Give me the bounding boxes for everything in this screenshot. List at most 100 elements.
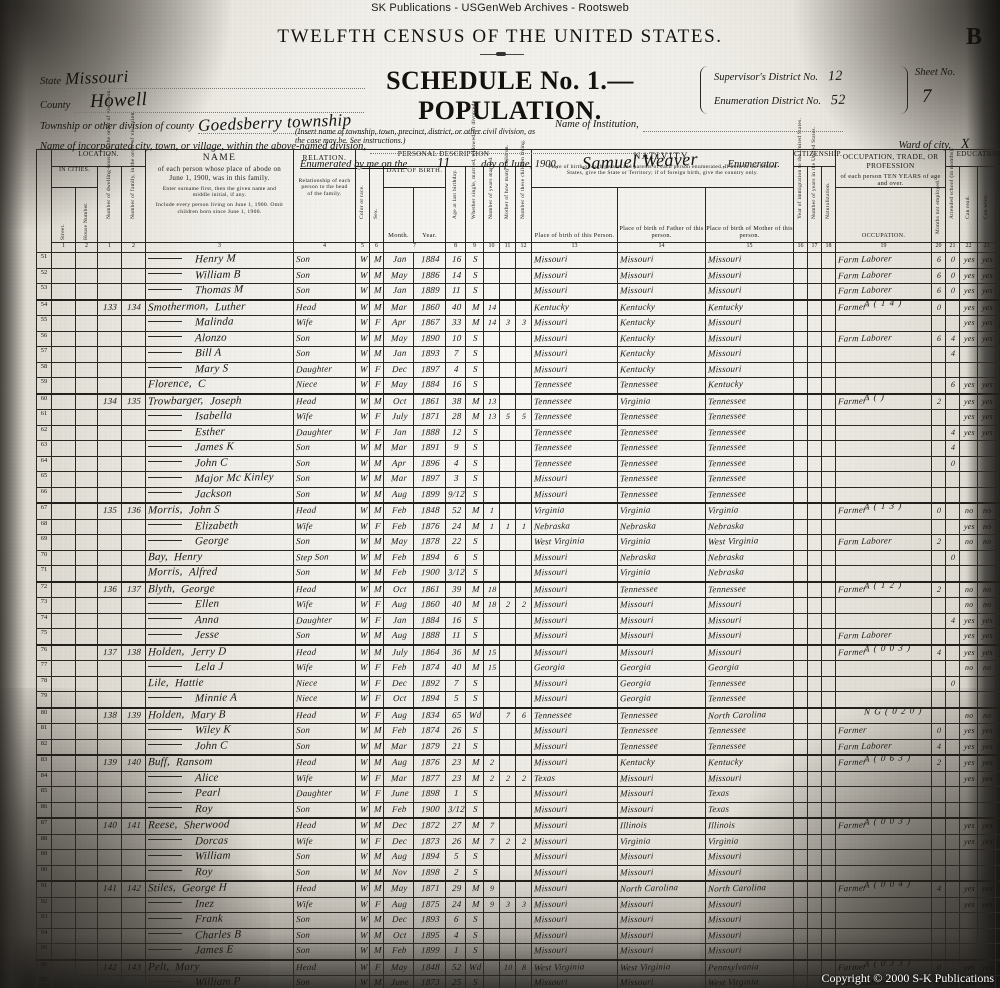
cell-birth-year: 1861 — [413, 392, 446, 410]
cell-color: W — [355, 975, 370, 988]
table-row[interactable]: 92 Inez Wife W F Aug 1875 24 M 9 3 3 Missouri Missour… — [36, 896, 1000, 913]
supervisor-value[interactable]: 12 — [827, 68, 844, 85]
table-row[interactable]: 59 Florence, C Niece W F May 1884 16 S Tennessee Te… — [36, 377, 1000, 394]
cell-birthplace-self: Missouri — [531, 786, 619, 803]
cell-age: 65 — [445, 706, 466, 724]
cell-given-name: Pearl — [194, 786, 221, 800]
table-row[interactable]: 77 Lela J Wife W F Feb 1874 40 M 15 Georgia Georgia… — [36, 660, 1000, 677]
table-row[interactable]: 78 Lile, Hattie Niece W F Dec 1892 7 S Missouri Geo… — [36, 675, 1000, 692]
table-row[interactable]: 53 Thomas M Son W M Jan 1889 11 S Missouri Missour… — [36, 283, 1000, 300]
table-row[interactable]: 75 Jesse Son W M Aug 1888 11 S Missouri Missouri Mi… — [36, 628, 1000, 645]
enumerated-day[interactable]: 11 — [437, 155, 452, 172]
table-row[interactable]: 81 Wiley K Son W M Feb 1874 26 S Missouri Tennesse… — [36, 723, 1000, 740]
cell-months-not-employed: 0 — [931, 502, 947, 520]
ditto-dash-icon — [148, 539, 182, 541]
table-row[interactable]: 87 140 141 Reese, Sherwood Head W M Dec 1872 27 M 7 M… — [36, 817, 1000, 835]
table-row[interactable]: 93 Frank Son W M Dec 1893 6 S Missouri Missouri Mis… — [36, 912, 1000, 929]
row-line-number-left: 96 — [36, 958, 52, 976]
table-row[interactable]: 84 Alice Wife W F Mar 1877 23 M 2 2 2 Texas Missouri M… — [36, 770, 1000, 787]
table-row[interactable]: 95 James E Son W M Feb 1899 1 S Missouri Missouri M… — [36, 943, 1000, 960]
state-value[interactable]: Missouri — [64, 66, 129, 89]
table-row[interactable]: 56 Alonzo Son W M May 1890 10 S Missouri Kentucky M… — [36, 330, 1000, 347]
cell-sex: F — [369, 518, 384, 535]
cell-can-read: yes — [959, 723, 979, 740]
county-value[interactable]: Howell — [89, 88, 149, 113]
cell-color: W — [355, 597, 370, 614]
table-row[interactable]: 67 135 136 Morris, John S Head W M Feb 1848 52 M 1 Vi… — [36, 502, 1000, 520]
cell-occupation — [835, 896, 933, 913]
cell-name: William P — [145, 975, 294, 988]
header-children-living: Number of these children living. — [514, 139, 533, 243]
table-row[interactable]: 82 John C Son W M Mar 1879 21 S Missouri Tennessee… — [36, 738, 1000, 756]
table-row[interactable]: 76 137 138 Holden, Jerry D Head W M July 1864 36 M 1… — [36, 643, 1000, 661]
cell-years-in-us — [807, 409, 823, 426]
table-row[interactable]: 52 William B Son W M May 1886 14 S Missouri Missou… — [36, 267, 1000, 284]
table-row[interactable]: 63 James K Son W M Mar 1891 9 S Tennessee Tennesse… — [36, 440, 1000, 457]
table-row[interactable]: 86 Roy Son W M Feb 1900 3/12 S Missouri Missouri Te… — [36, 801, 1000, 819]
cell-house-number — [75, 518, 98, 535]
table-row[interactable]: 68 Elizabeth Wife W F Feb 1876 24 M 1 1 1 Nebraska Ne… — [36, 518, 1000, 535]
cell-can-speak-english: yes — [995, 315, 1000, 332]
cell-street — [51, 549, 76, 566]
table-row[interactable]: 73 Ellen Wife W F Aug 1860 40 M 18 2 2 Missouri Misso… — [36, 597, 1000, 614]
supervisor-label: Supervisor's District No. — [714, 72, 819, 83]
table-row[interactable]: 91 141 142 Stiles, George H Head W M May 1871 29 M 9… — [36, 880, 1000, 898]
cell-name: Inez — [145, 896, 294, 913]
sheet-value[interactable]: 7 — [921, 85, 933, 108]
cell-can-speak-english — [995, 801, 1000, 819]
cell-age: 52 — [445, 502, 466, 520]
enumerator-signature[interactable]: Samuel Weaver — [581, 148, 699, 174]
table-row[interactable]: 66 Jackson Son W M Aug 1899 9/12 S Missouri Tennes… — [36, 486, 1000, 504]
table-row[interactable]: 62 Esther Daughter W F Jan 1888 12 S Tennessee Ten… — [36, 424, 1000, 441]
cell-can-write — [977, 361, 997, 378]
table-row[interactable]: 65 Major Mc Kinley Son W M Mar 1897 3 S Missouri T… — [36, 471, 1000, 488]
table-row[interactable]: 74 Anna Daughter W F Jan 1884 16 S Missouri Missou… — [36, 612, 1000, 629]
cell-attended-school: 4 — [945, 440, 961, 457]
cell-color: W — [355, 534, 370, 551]
ward-value[interactable]: X — [960, 136, 971, 153]
enumeration-value[interactable]: 52 — [830, 92, 847, 109]
table-row[interactable]: 51 Henry M Son W M Jan 1884 16 S Missouri Missouri… — [36, 252, 1000, 269]
table-row[interactable]: 89 William Son W M Aug 1894 5 S Missouri Missouri M… — [36, 849, 1000, 866]
cell-given-name: Joseph — [209, 394, 242, 407]
table-row[interactable]: 61 Isabella Wife W F July 1871 28 M 13 5 5 Tennessee… — [36, 409, 1000, 426]
table-row[interactable]: 83 139 140 Buff, Ransom Head W M Aug 1876 23 M 2 Miss… — [36, 754, 1000, 772]
table-row[interactable]: 69 George Son W M May 1878 22 S West Virginia Virg… — [36, 534, 1000, 551]
cell-given-name: Roy — [194, 802, 213, 815]
cell-name: Roy — [145, 864, 294, 882]
colnum-occupation: 19 — [835, 242, 933, 253]
cell-sex: M — [369, 738, 384, 756]
table-row[interactable]: 57 Bill A Son W M Jan 1893 7 S Missouri Kentucky Mi… — [36, 346, 1000, 363]
cell-birthplace-mother: Kentucky — [705, 754, 795, 772]
table-row[interactable]: 94 Charles B Son W M Oct 1895 4 S Missouri Missour… — [36, 927, 1000, 944]
cell-birthplace-self: Nebraska — [531, 518, 619, 535]
table-row[interactable]: 55 Malinda Wife W F Apr 1867 33 M 14 3 3 Missouri Ken… — [36, 315, 1000, 332]
cell-can-read: yes — [959, 392, 979, 410]
cell-occupation — [835, 361, 933, 378]
table-row[interactable]: 79 Minnie A Niece W F Oct 1894 5 S Missouri Georgi… — [36, 691, 1000, 708]
colnum-birth-father: 14 — [617, 242, 707, 253]
cell-street — [51, 786, 76, 803]
table-row[interactable]: 90 Roy Son W M Nov 1898 2 S Missouri Missouri Misso… — [36, 864, 1000, 882]
table-row[interactable]: 58 Mary S Daughter W F Dec 1897 4 S Missouri Kentu… — [36, 361, 1000, 378]
cell-naturalization — [821, 612, 837, 629]
cell-birth-year: 1897 — [413, 471, 446, 488]
header-name-sub2: Enter surname first, then the given name… — [162, 185, 277, 198]
cell-relation: Son — [293, 628, 356, 645]
census-table-wrapper[interactable]: LOCATION. NAME of each person whose plac… — [36, 89, 1000, 988]
table-row[interactable]: 70 Bay, Henry Step Son W M Feb 1894 6 S Missouri Ne… — [36, 549, 1000, 566]
table-row[interactable]: 54 133 134 Smothermon, Luther Head W M Mar 1860 40… — [36, 298, 1000, 316]
table-row[interactable]: 80 138 139 Holden, Mary B Head W F Aug 1834 65 Wd 7 6… — [36, 706, 1000, 724]
table-row[interactable]: 64 John C Son W M Apr 1896 4 S Tennessee Tennessee… — [36, 455, 1000, 472]
table-row[interactable]: 60 134 135 Trowbarger, Joseph Head W M Oct 1861 38… — [36, 392, 1000, 410]
cell-dwelling-number — [97, 770, 122, 787]
cell-given-name: George — [180, 581, 216, 595]
cell-year-immigration — [793, 580, 809, 598]
table-row[interactable]: 71 Morris, Alfred Son W M Feb 1900 3/12 S Missouri… — [36, 565, 1000, 582]
table-row[interactable]: 88 Dorcas Wife W F Dec 1873 26 M 7 2 2 Missouri Virgi… — [36, 833, 1000, 850]
table-row[interactable]: 85 Pearl Daughter W F June 1898 1 S Missouri Misso… — [36, 786, 1000, 803]
cell-family-number — [121, 628, 146, 645]
table-row[interactable]: 72 136 137 Blyth, George Head W M Oct 1861 39 M 18 Mi… — [36, 580, 1000, 598]
cell-given-name: C — [197, 377, 206, 391]
